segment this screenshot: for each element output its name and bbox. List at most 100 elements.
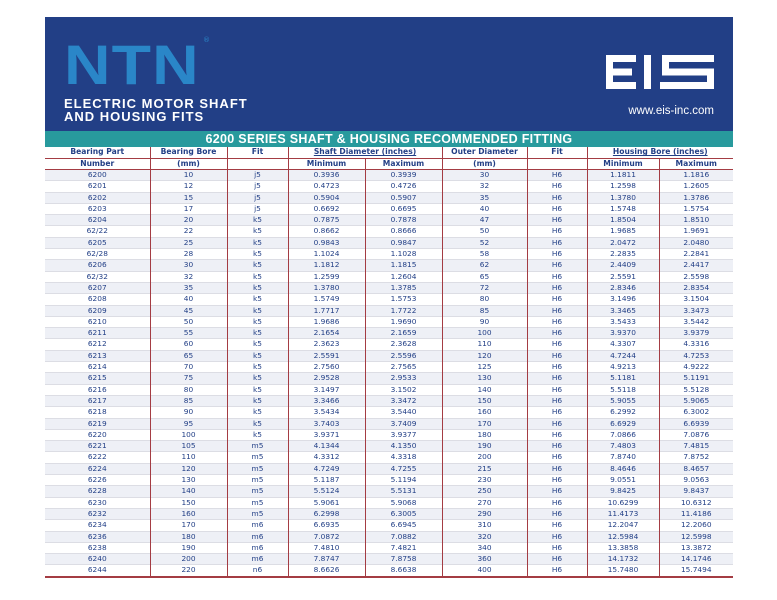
cell-housing-fit: H6 <box>527 462 588 475</box>
cell-housing-min: 3.3465 <box>587 304 660 317</box>
header-shaft-diameter: Shaft Diameter (inches) <box>288 147 443 159</box>
title-line-1: ELECTRIC MOTOR SHAFT <box>64 96 248 111</box>
cell-bearing-bore: 180 <box>150 530 228 543</box>
table-row: 6216 80 k5 3.1497 3.1502 140 H6 5.5118 5.5128 <box>45 383 734 396</box>
cell-shaft-max: 0.7878 <box>365 214 443 226</box>
cell-housing-min: 1.8504 <box>587 214 660 226</box>
cell-outer-diameter: 35 <box>442 191 528 204</box>
header-shaft-fit-blank <box>227 158 289 170</box>
cell-bearing-bore: 75 <box>150 372 228 385</box>
cell-bearing-part: 6234 <box>45 519 151 531</box>
cell-housing-max: 1.3786 <box>659 191 734 204</box>
cell-shaft-fit: n6 <box>227 564 289 578</box>
cell-shaft-min: 1.1024 <box>288 248 366 260</box>
cell-bearing-bore: 60 <box>150 338 228 351</box>
cell-shaft-fit: m5 <box>227 485 289 498</box>
cell-shaft-fit: j5 <box>227 202 289 215</box>
cell-housing-fit: H6 <box>527 304 588 317</box>
fitting-table: Bearing Part Bearing Bore Fit Shaft Diam… <box>45 147 734 578</box>
cell-housing-fit: H6 <box>527 541 588 554</box>
cell-housing-fit: H6 <box>527 191 588 204</box>
cell-bearing-part: 6230 <box>45 496 151 509</box>
table-row: 6221 105 m5 4.1344 4.1350 190 H6 7.4803 7.4815 <box>45 440 734 452</box>
cell-shaft-fit: k5 <box>227 394 289 407</box>
cell-bearing-bore: 100 <box>150 428 228 441</box>
cell-housing-max: 1.5754 <box>659 202 734 215</box>
cell-shaft-max: 5.1194 <box>365 474 443 486</box>
cell-shaft-max: 7.8758 <box>365 553 443 565</box>
table-row: 6208 40 k5 1.5749 1.5753 80 H6 3.1496 3.1504 <box>45 293 734 306</box>
cell-bearing-bore: 85 <box>150 394 228 407</box>
cell-outer-diameter: 290 <box>442 507 528 520</box>
cell-outer-diameter: 80 <box>442 293 528 306</box>
cell-shaft-fit: m6 <box>227 530 289 543</box>
cell-housing-fit: H6 <box>527 507 588 520</box>
cell-housing-min: 8.4646 <box>587 462 660 475</box>
cell-shaft-min: 7.8747 <box>288 553 366 565</box>
cell-shaft-fit: k5 <box>227 304 289 317</box>
cell-housing-fit: H6 <box>527 394 588 407</box>
header-housing-minimum: Minimum <box>587 158 660 170</box>
cell-outer-diameter: 340 <box>442 541 528 554</box>
cell-outer-diameter: 120 <box>442 349 528 362</box>
cell-housing-max: 1.2605 <box>659 180 734 193</box>
cell-shaft-min: 3.1497 <box>288 383 366 396</box>
cell-bearing-part: 6207 <box>45 281 151 294</box>
cell-housing-min: 4.3307 <box>587 338 660 351</box>
cell-outer-diameter: 52 <box>442 236 528 249</box>
cell-shaft-max: 2.5596 <box>365 349 443 362</box>
cell-shaft-min: 2.7560 <box>288 361 366 373</box>
cell-shaft-max: 8.6638 <box>365 564 443 578</box>
cell-shaft-fit: k5 <box>227 327 289 339</box>
cell-housing-fit: H6 <box>527 259 588 272</box>
cell-housing-max: 2.2841 <box>659 248 734 260</box>
cell-housing-fit: H6 <box>527 496 588 509</box>
cell-bearing-part: 6214 <box>45 361 151 373</box>
cell-shaft-min: 0.3936 <box>288 168 366 181</box>
header-housing-bore: Housing Bore (inches) <box>587 147 734 159</box>
cell-bearing-bore: 130 <box>150 474 228 486</box>
cell-housing-max: 9.0563 <box>659 474 734 486</box>
cell-shaft-fit: k5 <box>227 293 289 306</box>
cell-bearing-bore: 170 <box>150 519 228 531</box>
table-row: 62/28 28 k5 1.1024 1.1028 58 H6 2.2835 2.2841 <box>45 248 734 260</box>
table-row: 6244 220 n6 8.6626 8.6638 400 H6 15.7480 15.7494 <box>45 564 734 578</box>
cell-housing-max: 12.2060 <box>659 519 734 531</box>
cell-shaft-max: 0.6695 <box>365 202 443 215</box>
cell-shaft-max: 5.5131 <box>365 485 443 498</box>
cell-bearing-bore: 160 <box>150 507 228 520</box>
cell-bearing-part: 6217 <box>45 394 151 407</box>
cell-bearing-bore: 10 <box>150 168 228 181</box>
cell-shaft-fit: j5 <box>227 180 289 193</box>
cell-housing-max: 4.3316 <box>659 338 734 351</box>
cell-shaft-min: 1.7717 <box>288 304 366 317</box>
cell-outer-diameter: 100 <box>442 327 528 339</box>
cell-bearing-part: 62/32 <box>45 270 151 283</box>
cell-housing-min: 2.5591 <box>587 270 660 283</box>
cell-outer-diameter: 360 <box>442 553 528 565</box>
cell-housing-fit: H6 <box>527 474 588 486</box>
cell-bearing-part: 6209 <box>45 304 151 317</box>
table-row: 6205 25 k5 0.9843 0.9847 52 H6 2.0472 2.0480 <box>45 236 734 249</box>
table-body: 6200 10 j5 0.3936 0.3939 30 H6 1.1811 1.1816 6201… <box>45 168 734 578</box>
cell-shaft-min: 4.7249 <box>288 462 366 475</box>
cell-shaft-min: 0.9843 <box>288 236 366 249</box>
cell-housing-max: 1.1816 <box>659 168 734 181</box>
cell-shaft-fit: m5 <box>227 462 289 475</box>
cell-bearing-part: 6205 <box>45 236 151 249</box>
cell-outer-diameter: 72 <box>442 281 528 294</box>
cell-shaft-fit: k5 <box>227 383 289 396</box>
cell-shaft-min: 0.4723 <box>288 180 366 193</box>
cell-housing-fit: H6 <box>527 383 588 396</box>
cell-shaft-min: 0.6692 <box>288 202 366 215</box>
header-shaft-maximum: Maximum <box>365 158 443 170</box>
cell-housing-min: 1.1811 <box>587 168 660 181</box>
eis-logo <box>606 55 714 89</box>
cell-bearing-part: 6201 <box>45 180 151 193</box>
cell-housing-min: 2.2835 <box>587 248 660 260</box>
cell-bearing-part: 6216 <box>45 383 151 396</box>
cell-shaft-fit: m6 <box>227 553 289 565</box>
cell-shaft-min: 5.9061 <box>288 496 366 509</box>
cell-housing-fit: H6 <box>527 168 588 181</box>
cell-housing-fit: H6 <box>527 281 588 294</box>
